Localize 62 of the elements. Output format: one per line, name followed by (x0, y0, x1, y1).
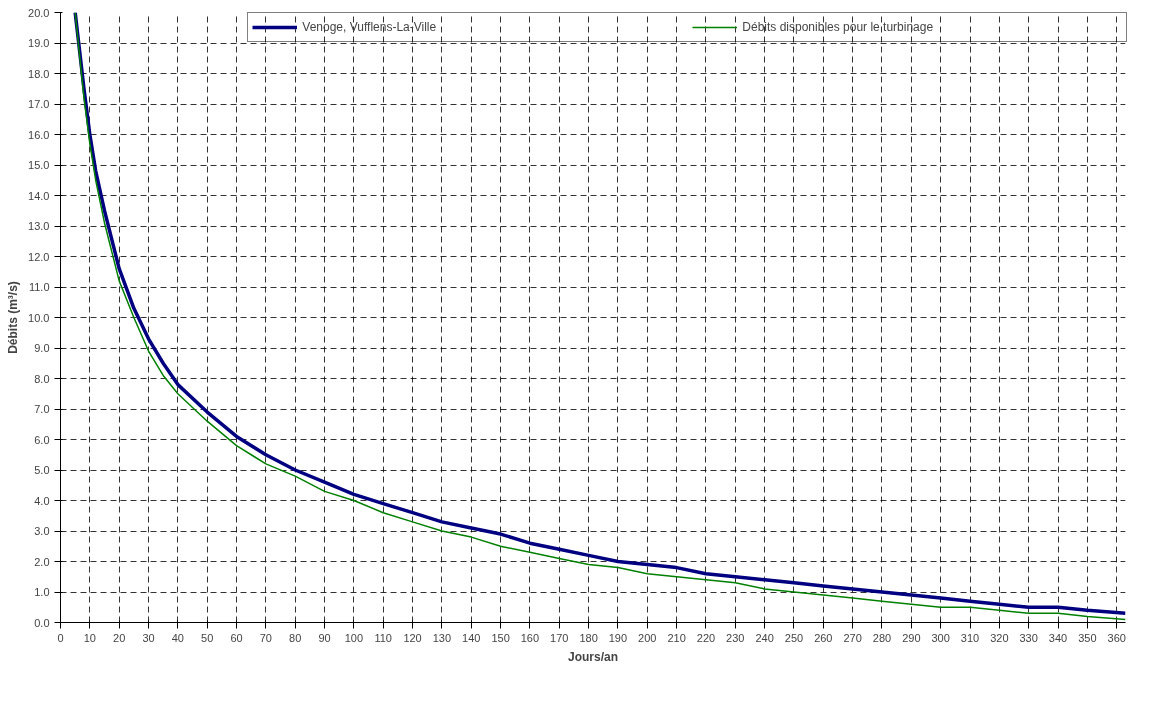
y-tick-label: 12.0 (28, 250, 50, 263)
y-tick-label: 17.0 (28, 98, 50, 110)
x-tick-label: 360 (1107, 631, 1126, 644)
y-tick-label: 4.0 (34, 494, 50, 507)
x-tick-label: 150 (491, 631, 510, 644)
y-tick-label: 14.0 (28, 189, 50, 202)
x-tick-label: 130 (432, 631, 452, 644)
x-tick-label: 10 (83, 631, 96, 644)
x-tick-label: 80 (289, 631, 302, 644)
x-tick-label: 30 (142, 631, 155, 644)
y-tick-label: 6.0 (34, 433, 50, 446)
x-tick-label: 70 (259, 631, 272, 644)
x-tick-label: 190 (608, 631, 628, 644)
x-tick-label: 0 (57, 631, 64, 644)
legend-label: Venoge, Vufflens-La-Ville (302, 20, 438, 34)
x-tick-label: 340 (1048, 631, 1068, 644)
x-tick-label: 260 (814, 631, 833, 644)
y-tick-label: 5.0 (34, 464, 50, 476)
y-tick-label: 0.0 (34, 616, 50, 629)
y-tick-label: 16.0 (28, 128, 50, 141)
x-tick-label: 200 (638, 631, 657, 644)
x-tick-label: 210 (667, 631, 686, 644)
x-tick-label: 180 (579, 631, 598, 644)
x-tick-label: 40 (171, 631, 184, 644)
y-tick-label: 8.0 (34, 372, 50, 385)
x-tick-label: 90 (318, 631, 331, 644)
x-tick-label: 60 (230, 631, 243, 644)
x-tick-label: 230 (726, 631, 745, 644)
x-tick-label: 120 (403, 631, 422, 644)
x-tick-label: 140 (462, 631, 481, 644)
y-tick-label: 11.0 (28, 281, 50, 293)
y-tick-label: 1.0 (34, 586, 50, 598)
x-tick-label: 110 (374, 631, 393, 644)
x-tick-label: 300 (931, 631, 950, 644)
x-tick-label: 270 (843, 631, 862, 644)
y-tick-label: 9.0 (34, 342, 50, 354)
y-tick-label: 20.0 (28, 6, 50, 19)
y-tick-label: 19.0 (28, 37, 50, 49)
x-tick-label: 20 (113, 631, 126, 644)
y-tick-label: 7.0 (34, 403, 50, 415)
x-tick-label: 350 (1078, 631, 1097, 644)
x-tick-label: 100 (344, 631, 364, 644)
x-tick-label: 310 (960, 631, 980, 644)
x-tick-label: 280 (872, 631, 892, 644)
x-tick-label: 160 (520, 631, 540, 644)
y-tick-label: 10.0 (28, 311, 50, 324)
x-tick-label: 250 (784, 631, 804, 644)
x-tick-label: 50 (201, 631, 214, 644)
x-tick-label: 220 (696, 631, 716, 644)
legend-label: Débits disponibles pour le turbinage (742, 20, 935, 34)
y-tick-label: 2.0 (34, 555, 50, 568)
y-tick-label: 15.0 (28, 159, 50, 171)
x-tick-label: 240 (755, 631, 774, 644)
x-tick-label: 290 (902, 631, 921, 644)
x-tick-label: 330 (1019, 631, 1038, 644)
y-tick-label: 18.0 (28, 67, 50, 80)
x-tick-label: 170 (550, 631, 569, 644)
x-axis-title: Jours/an (567, 649, 619, 664)
y-tick-label: 3.0 (34, 525, 50, 537)
y-axis-title: Débits (m³/s) (6, 281, 21, 354)
x-tick-label: 320 (990, 631, 1009, 644)
y-tick-label: 13.0 (28, 220, 50, 232)
